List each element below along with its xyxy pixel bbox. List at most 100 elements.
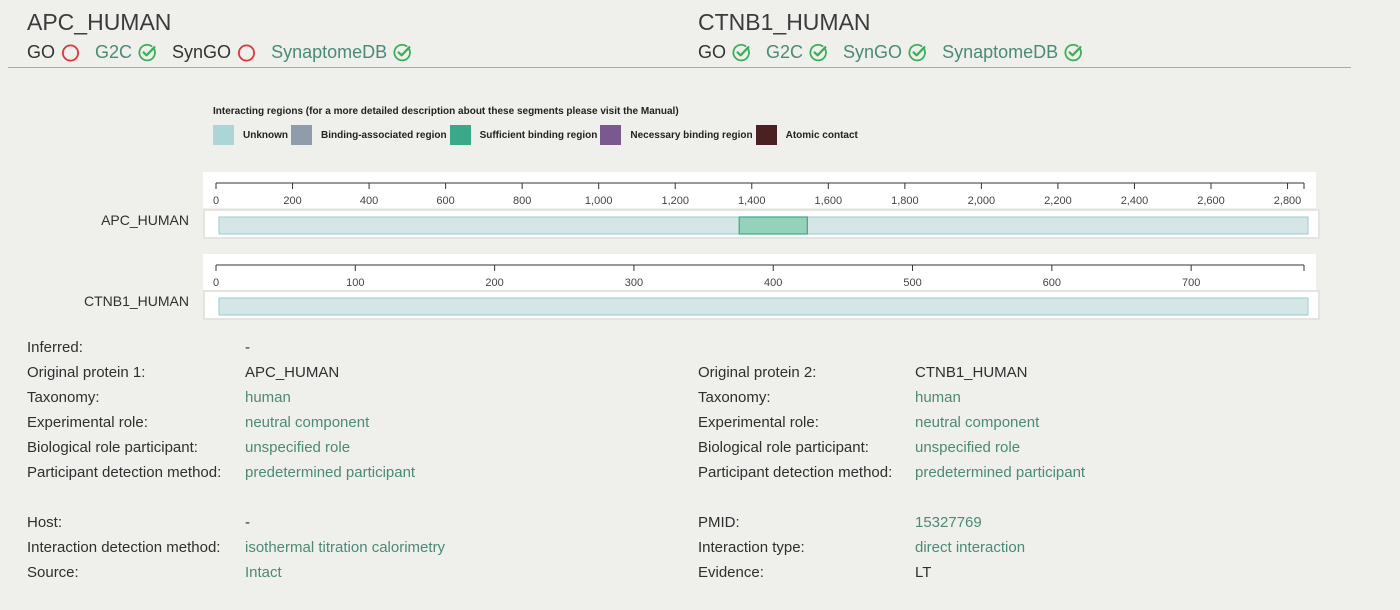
- db-name[interactable]: SynaptomeDB: [942, 41, 1059, 62]
- axis-tick-label: 2,800: [1274, 195, 1302, 207]
- protein-1-database-row: GO G2C SynGO SynaptomeDB: [27, 40, 427, 64]
- apc-sequence-track[interactable]: [205, 211, 1318, 237]
- legend-label: Unknown: [243, 129, 288, 141]
- detail-value-link[interactable]: Intact: [245, 564, 282, 581]
- detail-value-link[interactable]: human: [245, 389, 291, 406]
- detail-row: Inferred: -: [27, 335, 415, 360]
- axis-tick-label: 300: [625, 277, 643, 289]
- axis-tick-label: 600: [1043, 277, 1061, 289]
- detail-key: Participant detection method:: [27, 464, 222, 481]
- check-circle-icon: [732, 43, 751, 62]
- axis-tick-label: 600: [436, 195, 454, 207]
- detail-value-link[interactable]: neutral component: [915, 414, 1040, 431]
- axis-tick-label: 700: [1182, 277, 1200, 289]
- interaction-details-left: Host: - Interaction detection method: isoth…: [27, 510, 445, 585]
- axis-tick-label: 500: [903, 277, 921, 289]
- ctnb1-axis-panel: 0 100 200 300 400 500 600 700: [203, 254, 1316, 290]
- empty-circle-icon: [61, 43, 80, 62]
- axis-tick-label: 2,000: [968, 195, 996, 207]
- axis-tick-label: 800: [513, 195, 531, 207]
- detail-key: Source:: [27, 564, 79, 581]
- db-g2c-right[interactable]: G2C: [766, 42, 828, 63]
- db-go-left: GO: [27, 42, 80, 63]
- detail-value-link[interactable]: unspecified role: [915, 439, 1021, 456]
- detail-value-link[interactable]: neutral component: [245, 414, 370, 431]
- axis-tick-label: 200: [485, 277, 503, 289]
- db-synaptomedb-left[interactable]: SynaptomeDB: [271, 42, 412, 63]
- db-name[interactable]: G2C: [95, 41, 133, 62]
- legend-label: Necessary binding region: [630, 129, 753, 141]
- detail-row: Taxonomy: human: [698, 385, 1085, 410]
- axis-tick-label: 1,200: [661, 195, 689, 207]
- db-g2c-left[interactable]: G2C: [95, 42, 157, 63]
- db-name[interactable]: SynGO: [843, 41, 903, 62]
- detail-key: Experimental role:: [698, 414, 819, 431]
- detail-key: PMID:: [698, 514, 740, 531]
- detail-value-link[interactable]: unspecified role: [245, 439, 351, 456]
- interaction-details-right: PMID: 15327769 Interaction type: direct int…: [698, 510, 1025, 585]
- detail-key: Taxonomy:: [27, 389, 100, 406]
- axis-tick-label: 2,200: [1044, 195, 1072, 207]
- detail-value-link[interactable]: isothermal titration calorimetry: [245, 539, 446, 556]
- db-name[interactable]: SynaptomeDB: [271, 41, 388, 62]
- detail-key: Inferred:: [27, 339, 83, 356]
- protein-2-header: CTNB1_HUMAN GO G2C SynGO SynaptomeDB: [698, 8, 1098, 64]
- axis-tick-label: 1,800: [891, 195, 919, 207]
- protein-2-title: CTNB1_HUMAN: [698, 9, 871, 35]
- detail-value-link[interactable]: predetermined participant: [245, 464, 416, 481]
- axis-tick-label: 200: [283, 195, 301, 207]
- detail-row: Participant detection method: predetermin…: [27, 460, 415, 485]
- detail-value-link[interactable]: predetermined participant: [915, 464, 1086, 481]
- detail-value: -: [245, 514, 250, 531]
- db-name[interactable]: G2C: [766, 41, 804, 62]
- axis-tick-label: 0: [213, 195, 219, 207]
- ctnb1-axis: 0 100 200 300 400 500 600 700: [213, 264, 1305, 289]
- detail-value-link[interactable]: human: [915, 389, 961, 406]
- db-synaptomedb-right[interactable]: SynaptomeDB: [942, 42, 1083, 63]
- detail-key: Taxonomy:: [698, 389, 771, 406]
- detail-row: Source: Intact: [27, 560, 445, 585]
- axis-tick-label: 1,000: [585, 195, 613, 207]
- axis-tick-label: 1,400: [738, 195, 766, 207]
- db-name: SynGO: [172, 41, 232, 62]
- protein-1-header: APC_HUMAN GO G2C SynGO SynaptomeDB: [27, 8, 427, 64]
- legend-swatch: [600, 125, 622, 145]
- detail-row: Interaction detection method: isothermal …: [27, 535, 445, 560]
- legend-item: Necessary binding region: [600, 125, 753, 145]
- db-name: GO: [27, 41, 56, 62]
- detail-row: Participant detection method: predetermin…: [698, 460, 1085, 485]
- detail-row: Host: -: [27, 510, 445, 535]
- db-syngo-right[interactable]: SynGO: [843, 42, 927, 63]
- detail-row: PMID: 15327769: [698, 510, 1025, 535]
- db-name[interactable]: GO: [698, 41, 727, 62]
- ctnb1-sequence-track[interactable]: [205, 292, 1318, 318]
- detail-value-link[interactable]: 15327769: [915, 514, 982, 531]
- detail-row: Experimental role: neutral component: [27, 410, 415, 435]
- detail-key: Host:: [27, 514, 63, 531]
- axis-tick-label: 0: [213, 277, 219, 289]
- detail-value: LT: [915, 564, 932, 581]
- legend-items: Unknown Binding-associated region Sufficie…: [213, 125, 861, 145]
- axis-tick-label: 100: [346, 277, 364, 289]
- axis-tick-label: 1,600: [815, 195, 843, 207]
- check-circle-icon: [908, 43, 927, 62]
- detail-value-link[interactable]: direct interaction: [915, 539, 1026, 556]
- track-label-apc: APC_HUMAN: [101, 212, 189, 228]
- interacting-regions-legend: Interacting regions (for a more detailed…: [213, 105, 861, 145]
- legend-swatch: [213, 125, 234, 145]
- protein-1-title: APC_HUMAN: [27, 9, 172, 35]
- detail-key: Biological role participant:: [27, 439, 198, 456]
- detail-key: Interaction type:: [698, 539, 805, 556]
- axis-tick-label: 2,400: [1121, 195, 1149, 207]
- sufficient-binding-region[interactable]: [738, 216, 808, 235]
- axis-tick-label: 400: [360, 195, 378, 207]
- apc-track-panel: [203, 209, 1320, 239]
- sequence-bar[interactable]: [218, 297, 1309, 316]
- legend-item: Atomic contact: [755, 125, 858, 145]
- detail-row: Biological role participant: unspecified …: [698, 435, 1085, 460]
- legend-item: Sufficient binding region: [449, 125, 597, 145]
- db-go-right[interactable]: GO: [698, 42, 751, 63]
- protein-2-database-row: GO G2C SynGO SynaptomeDB: [698, 40, 1098, 64]
- track-label-ctnb1: CTNB1_HUMAN: [83, 293, 189, 309]
- legend-label: Atomic contact: [785, 129, 858, 141]
